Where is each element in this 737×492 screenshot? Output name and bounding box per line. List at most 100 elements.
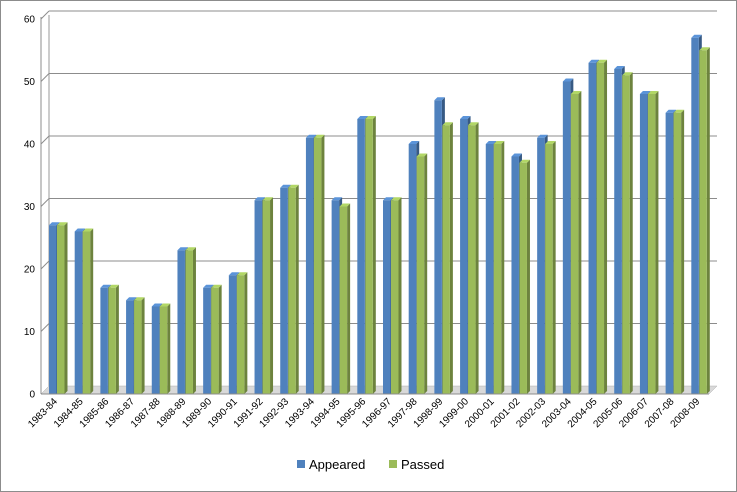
bar-passed-1983-84	[57, 225, 65, 394]
bar-top	[391, 197, 402, 201]
bar-appeared-1997-98	[408, 144, 417, 394]
gridline-slant	[40, 10, 50, 20]
bar-top	[288, 184, 299, 188]
bar-appeared-1988-89	[177, 250, 185, 394]
bar-appeared-1995-96	[357, 119, 365, 394]
bar-top	[203, 284, 214, 288]
bar-passed-1998-99	[442, 125, 450, 394]
bar-appeared-1992-93	[280, 187, 288, 394]
bar-passed-1990-91	[236, 275, 245, 394]
bar-side	[244, 272, 248, 394]
y-tick-label: 20	[24, 265, 36, 276]
legend-swatch-appeared	[297, 460, 305, 468]
bar-top	[691, 34, 702, 38]
bar-side	[321, 134, 325, 394]
bar-top	[511, 153, 522, 157]
y-tick-label: 10	[24, 327, 36, 338]
bar-side	[167, 303, 171, 394]
bar-top	[639, 91, 651, 94]
bar-appeared-1999-00	[460, 119, 468, 394]
bar-appeared-1993-94	[305, 137, 314, 394]
bar-passed-1984-85	[82, 231, 91, 394]
bar-side	[424, 153, 428, 394]
bar-top	[519, 159, 530, 163]
bar-passed-2000-01	[493, 144, 502, 394]
bar-side	[295, 184, 299, 394]
bar-passed-2007-08	[673, 112, 682, 394]
bar-top	[570, 91, 582, 94]
bar-passed-1997-98	[416, 156, 425, 394]
bar-side	[475, 122, 479, 394]
bar-appeared-2008-09	[691, 37, 699, 394]
bar-side	[681, 109, 685, 394]
bar-top	[134, 297, 145, 301]
bar-top	[365, 116, 376, 119]
bar-appeared-1983-84	[49, 225, 57, 394]
bar-top	[236, 272, 248, 276]
bar-passed-1988-89	[185, 250, 193, 394]
bar-top	[177, 247, 188, 251]
bar-top	[665, 109, 677, 113]
bar-top	[622, 72, 633, 76]
bar-side	[578, 91, 582, 394]
bar-appeared-1985-86	[100, 287, 108, 394]
legend-label-appeared: Appeared	[309, 457, 365, 472]
bar-top	[442, 122, 453, 126]
bar-top	[537, 134, 548, 138]
bar-top	[159, 303, 171, 307]
bar-top	[545, 141, 556, 144]
bar-side	[629, 72, 633, 394]
gridline-slant	[40, 198, 50, 207]
bar-appeared-1991-92	[254, 200, 263, 394]
bar-side	[552, 141, 556, 394]
bar-side	[398, 197, 402, 394]
bar-top	[57, 222, 68, 226]
gridline-slant	[40, 135, 50, 145]
bar-top	[280, 184, 291, 188]
bar-appeared-2004-05	[588, 62, 597, 394]
bar-top	[108, 284, 119, 288]
gridline-slant	[40, 73, 50, 82]
legend-swatch-passed	[389, 460, 397, 468]
bar-passed-1992-93	[288, 187, 296, 394]
y-tick-label: 0	[29, 390, 35, 401]
x-tick-label: 2008-09	[669, 396, 703, 430]
bar-side	[218, 284, 222, 394]
bar-appeared-1994-95	[331, 200, 340, 394]
bar-top	[357, 116, 368, 119]
bar-passed-1996-97	[391, 200, 399, 394]
bar-side	[270, 197, 274, 394]
bar-appeared-2001-02	[511, 156, 519, 394]
bar-passed-1993-94	[313, 137, 322, 394]
bar-top	[151, 303, 163, 307]
bar-top	[699, 47, 710, 51]
bar-passed-1994-95	[339, 206, 348, 394]
bar-side	[501, 141, 505, 394]
bar-top	[305, 134, 317, 138]
gridline-slant	[40, 260, 50, 270]
bar-top	[647, 91, 659, 94]
bar-passed-2002-03	[545, 144, 553, 394]
gridline-slant	[40, 323, 50, 332]
bar-top	[434, 97, 445, 101]
bar-top	[468, 122, 479, 126]
bar-side	[449, 122, 453, 394]
bar-appeared-2005-06	[614, 69, 622, 394]
legend-label-passed: Passed	[401, 457, 444, 472]
bar-side	[347, 203, 351, 394]
bar-top	[416, 153, 428, 157]
bar-passed-1991-92	[262, 200, 271, 394]
bar-top	[339, 203, 351, 207]
bar-side	[115, 284, 119, 394]
bar-appeared-2007-08	[665, 112, 674, 394]
bar-passed-1989-90	[211, 287, 219, 394]
bar-passed-1999-00	[468, 125, 476, 394]
bar-top	[460, 116, 471, 119]
bar-passed-2008-09	[699, 50, 707, 394]
bar-top	[614, 66, 625, 69]
bar-appeared-1998-99	[434, 100, 442, 394]
bar-top	[49, 222, 60, 226]
y-tick-label: 40	[24, 140, 36, 151]
